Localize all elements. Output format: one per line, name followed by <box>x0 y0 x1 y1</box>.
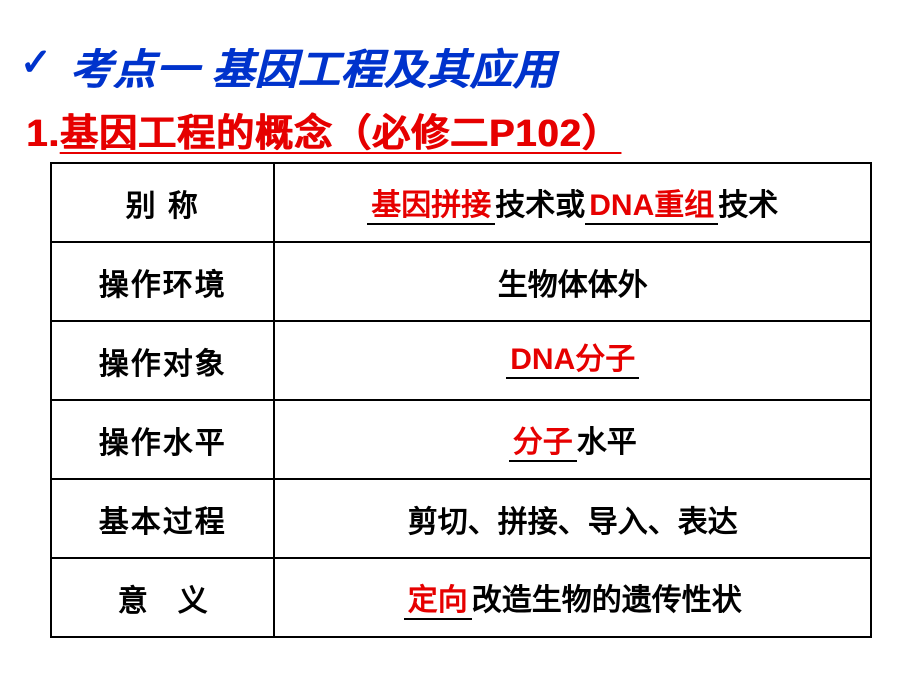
header-row: ✓ 考点一 基因工程及其应用 <box>20 36 556 97</box>
table-row: 操作环境 生物体体外 <box>51 242 871 321</box>
row-label: 操作水平 <box>51 400 274 479</box>
table-row: 基本过程 剪切、拼接、导入、表达 <box>51 479 871 558</box>
page-title: 考点一 基因工程及其应用 <box>70 36 556 97</box>
plain-text: 水平 <box>577 417 637 461</box>
table-row: 操作对象 DNA分子 <box>51 321 871 400</box>
row-label: 操作对象 <box>51 321 274 400</box>
checkmark-icon: ✓ <box>20 40 52 85</box>
plain-text: 技术 <box>718 180 778 224</box>
concept-table: 别 称 基因拼接技术或DNA重组技术 操作环境 生物体体外 操作对象 DNA分子… <box>50 162 872 638</box>
row-content: DNA分子 <box>274 321 871 400</box>
row-content: 生物体体外 <box>274 242 871 321</box>
table-row: 意义 定向改造生物的遗传性状 <box>51 558 871 637</box>
row-label: 基本过程 <box>51 479 274 558</box>
table-row: 操作水平 分子水平 <box>51 400 871 479</box>
subtitle-text: 基因工程的概念（必修二P102） <box>60 113 621 155</box>
row-content: 分子水平 <box>274 400 871 479</box>
subtitle-number: 1. <box>26 113 60 155</box>
fill-blank: 基因拼接 <box>367 191 495 225</box>
plain-text: 技术或 <box>495 180 585 224</box>
fill-blank: 定向 <box>404 586 472 620</box>
row-content: 定向改造生物的遗传性状 <box>274 558 871 637</box>
plain-text: 改造生物的遗传性状 <box>472 575 742 619</box>
fill-blank: DNA分子 <box>506 345 639 379</box>
table-row: 别 称 基因拼接技术或DNA重组技术 <box>51 163 871 242</box>
row-label: 意义 <box>51 558 274 637</box>
row-label: 操作环境 <box>51 242 274 321</box>
section-subtitle: 1.基因工程的概念（必修二P102） <box>26 102 620 157</box>
fill-blank: 分子 <box>509 428 577 462</box>
fill-blank: DNA重组 <box>585 191 718 225</box>
row-content: 剪切、拼接、导入、表达 <box>274 479 871 558</box>
row-label: 别 称 <box>51 163 274 242</box>
row-content: 基因拼接技术或DNA重组技术 <box>274 163 871 242</box>
